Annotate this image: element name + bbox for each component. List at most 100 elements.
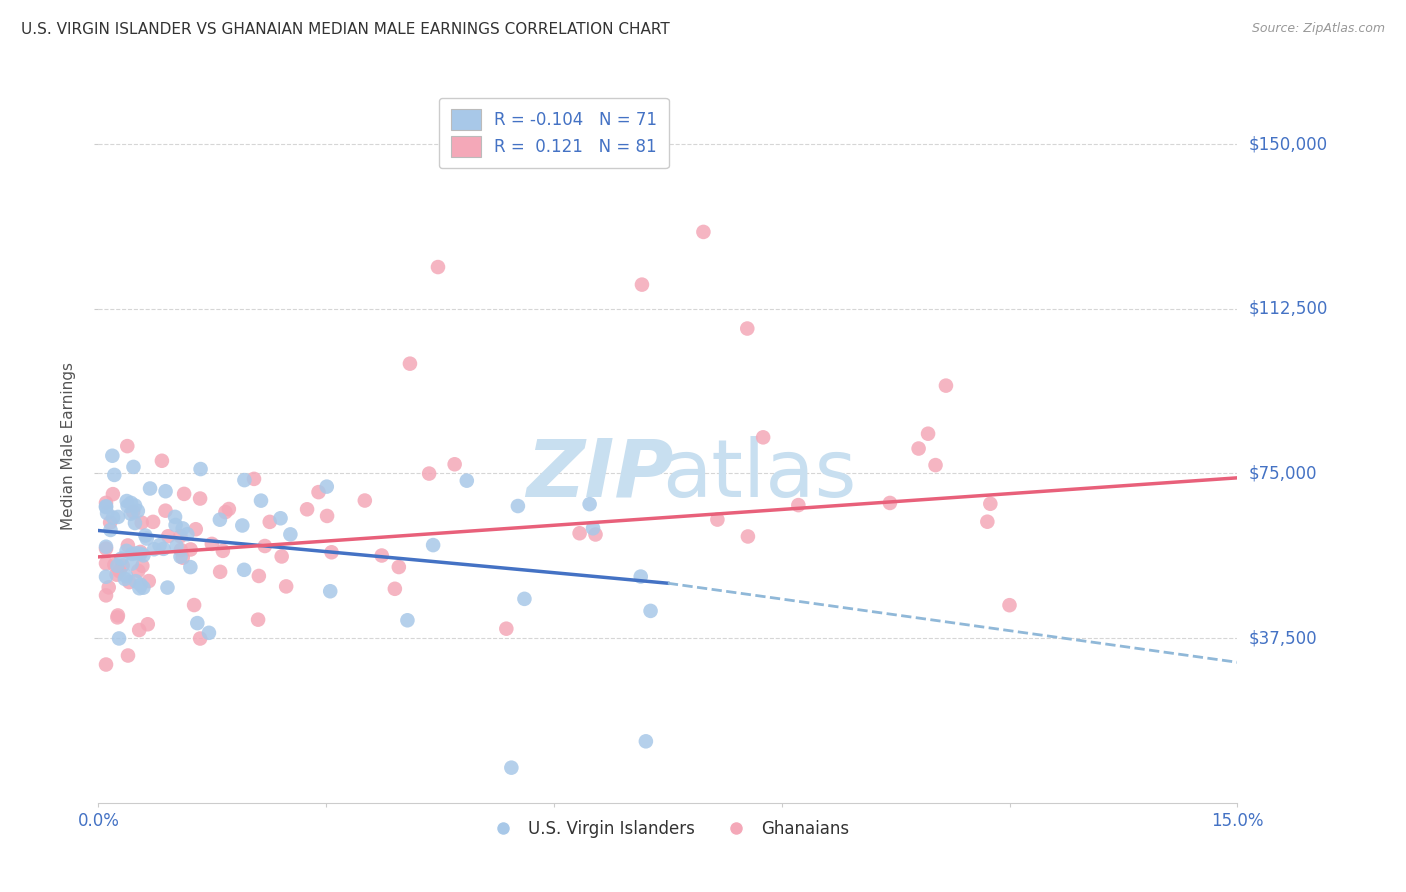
Point <box>117 538 139 552</box>
Point <box>735 321 758 335</box>
Point <box>353 493 375 508</box>
Point <box>495 622 517 636</box>
Point <box>94 540 117 554</box>
Point <box>101 510 124 524</box>
Point <box>172 550 194 565</box>
Point <box>513 591 536 606</box>
Point <box>132 581 155 595</box>
Point <box>180 542 202 557</box>
Point <box>752 430 775 444</box>
Point <box>110 551 132 566</box>
Legend: U.S. Virgin Islanders, Ghanaians: U.S. Virgin Islanders, Ghanaians <box>479 814 856 845</box>
Point <box>131 516 153 530</box>
Point <box>259 515 281 529</box>
Point <box>976 515 998 529</box>
Point <box>172 521 194 535</box>
Point <box>121 547 143 561</box>
Point <box>233 563 256 577</box>
Point <box>879 496 901 510</box>
Point <box>156 581 179 595</box>
Point <box>157 529 180 543</box>
Point <box>388 560 411 574</box>
Point <box>125 546 148 560</box>
Point <box>143 542 166 557</box>
Point <box>201 537 224 551</box>
Point <box>183 598 205 612</box>
Point <box>198 625 221 640</box>
Point <box>117 648 139 663</box>
Point <box>170 543 193 558</box>
Point <box>134 528 156 542</box>
Point <box>737 529 759 543</box>
Point <box>692 225 714 239</box>
Point <box>117 439 139 453</box>
Point <box>122 505 145 519</box>
Point <box>115 544 138 558</box>
Point <box>108 564 131 578</box>
Point <box>917 426 939 441</box>
Y-axis label: Median Male Earnings: Median Male Earnings <box>60 362 76 530</box>
Point <box>136 617 159 632</box>
Point <box>127 504 149 518</box>
Point <box>128 581 150 595</box>
Point <box>94 541 117 556</box>
Point <box>150 454 173 468</box>
Text: atlas: atlas <box>662 435 856 514</box>
Point <box>100 523 122 537</box>
Point <box>148 538 170 552</box>
Point <box>124 516 146 530</box>
Point <box>631 277 654 292</box>
Point <box>319 584 342 599</box>
Point <box>131 558 153 573</box>
Point <box>247 569 270 583</box>
Point <box>209 565 232 579</box>
Point <box>155 484 177 499</box>
Point <box>907 442 929 456</box>
Point <box>998 598 1021 612</box>
Point <box>94 570 117 584</box>
Point <box>120 507 142 521</box>
Point <box>427 260 450 274</box>
Point <box>935 378 957 392</box>
Point <box>105 610 128 624</box>
Point <box>418 467 440 481</box>
Point <box>384 582 406 596</box>
Point <box>176 527 198 541</box>
Point <box>94 657 117 672</box>
Point <box>132 549 155 563</box>
Text: Source: ZipAtlas.com: Source: ZipAtlas.com <box>1251 22 1385 36</box>
Point <box>94 500 117 514</box>
Point <box>152 541 174 556</box>
Point <box>578 497 600 511</box>
Point <box>280 527 302 541</box>
Point <box>630 569 652 583</box>
Point <box>107 558 129 573</box>
Point <box>115 569 138 583</box>
Point <box>188 491 211 506</box>
Point <box>101 449 124 463</box>
Point <box>308 485 330 500</box>
Point <box>111 558 134 573</box>
Point <box>506 499 529 513</box>
Point <box>135 532 157 546</box>
Point <box>127 564 149 578</box>
Point <box>190 462 212 476</box>
Point <box>108 632 131 646</box>
Point <box>121 557 143 571</box>
Point <box>129 547 152 561</box>
Point <box>94 557 117 571</box>
Point <box>117 499 139 513</box>
Point <box>105 567 128 582</box>
Point <box>184 522 207 536</box>
Point <box>101 487 124 501</box>
Point <box>107 608 129 623</box>
Point <box>118 575 141 590</box>
Point <box>114 572 136 586</box>
Point <box>139 482 162 496</box>
Point <box>103 467 125 482</box>
Point <box>585 527 607 541</box>
Point <box>103 558 125 572</box>
Point <box>166 539 188 553</box>
Point <box>371 549 394 563</box>
Point <box>155 504 177 518</box>
